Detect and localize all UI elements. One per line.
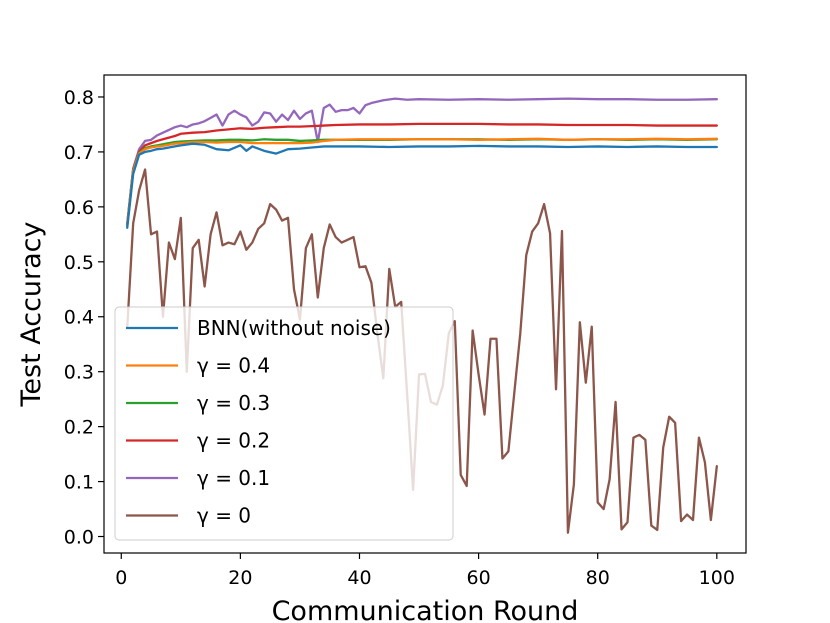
series-line-3 [126, 122, 718, 226]
plot-frame [103, 74, 747, 554]
x-tick-label: 100 [699, 567, 735, 589]
legend-label-3: γ = 0.2 [197, 429, 270, 453]
series-line-0 [126, 142, 718, 229]
x-tick-label: 40 [347, 567, 371, 589]
y-tick-label: 0.3 [64, 362, 94, 384]
series-line-4 [126, 97, 718, 225]
legend-label-1: γ = 0.4 [197, 354, 270, 378]
legend-label-4: γ = 0.1 [197, 466, 270, 490]
x-tick-label: 20 [228, 567, 252, 589]
y-tick-label: 0.1 [64, 472, 94, 494]
x-tick-label: 0 [115, 567, 127, 589]
x-axis-title: Communication Round [272, 596, 579, 623]
y-tick-label: 0.8 [64, 87, 94, 109]
legend-label-5: γ = 0 [197, 504, 251, 528]
x-tick-label: 60 [467, 567, 491, 589]
x-axis: 0 20 40 60 80 100 [115, 553, 735, 589]
legend-label-0: BNN(without noise) [197, 316, 391, 340]
x-tick-label: 80 [586, 567, 610, 589]
y-tick-label: 0.2 [64, 417, 94, 439]
y-tick-label: 0.7 [64, 142, 94, 164]
series-line-1 [126, 137, 718, 228]
y-tick-label: 0.6 [64, 197, 94, 219]
legend-frame [114, 306, 454, 541]
legend-label-2: γ = 0.3 [197, 391, 270, 415]
y-tick-label: 0.4 [64, 307, 94, 329]
series-layer [126, 97, 718, 534]
y-tick-label: 0.5 [64, 252, 94, 274]
y-tick-label: 0.0 [64, 527, 94, 549]
legend: BNN(without noise) γ = 0.4 γ = 0.3 γ = 0.2 γ… [114, 306, 454, 541]
y-axis-title: Test Accuracy [16, 221, 47, 407]
y-axis: 0.0 0.1 0.2 0.3 0.4 0.5 0.6 0.7 0.8 [64, 87, 104, 549]
